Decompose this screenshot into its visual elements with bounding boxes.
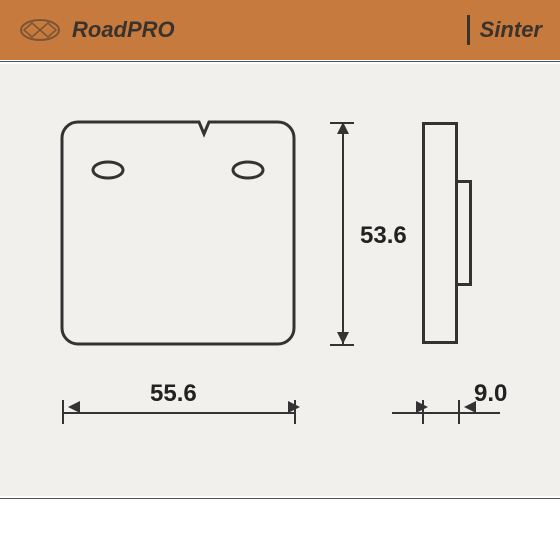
header-bar: RoadPRO Sinter bbox=[0, 0, 560, 60]
dim-width-line bbox=[62, 412, 294, 414]
dim-height-tick bbox=[330, 344, 354, 346]
dim-width-label: 55.6 bbox=[150, 380, 197, 408]
header-left: RoadPRO bbox=[18, 17, 175, 43]
dimension-arrow bbox=[337, 122, 349, 134]
brake-pad-face-outline bbox=[59, 119, 297, 347]
product-line-label: RoadPRO bbox=[72, 17, 175, 43]
dimension-arrow bbox=[337, 332, 349, 344]
dimension-arrow bbox=[68, 401, 80, 413]
brand-logo-icon bbox=[18, 17, 62, 43]
dim-thick-line bbox=[392, 412, 500, 414]
dimension-arrow bbox=[416, 401, 428, 413]
brake-pad-side bbox=[422, 122, 458, 344]
dim-height-line bbox=[342, 122, 344, 344]
rule-bottom bbox=[0, 498, 560, 499]
dim-height-label: 53.6 bbox=[360, 222, 407, 250]
diagram-stage: 53.6 55.6 9.0 bbox=[0, 64, 560, 496]
rule-top bbox=[0, 61, 560, 62]
dimension-arrow bbox=[288, 401, 300, 413]
canvas: RoadPRO Sinter 53.6 55.6 9.0 bbox=[0, 0, 560, 560]
dim-width-tick bbox=[62, 400, 64, 424]
header-divider bbox=[467, 15, 470, 45]
brake-pad-side-tab bbox=[458, 180, 472, 286]
dim-thick-label: 9.0 bbox=[474, 380, 507, 408]
compound-label: Sinter bbox=[480, 17, 542, 43]
header-right: Sinter bbox=[467, 15, 542, 45]
brake-pad-face bbox=[62, 122, 294, 344]
dim-thick-tick bbox=[458, 400, 460, 424]
